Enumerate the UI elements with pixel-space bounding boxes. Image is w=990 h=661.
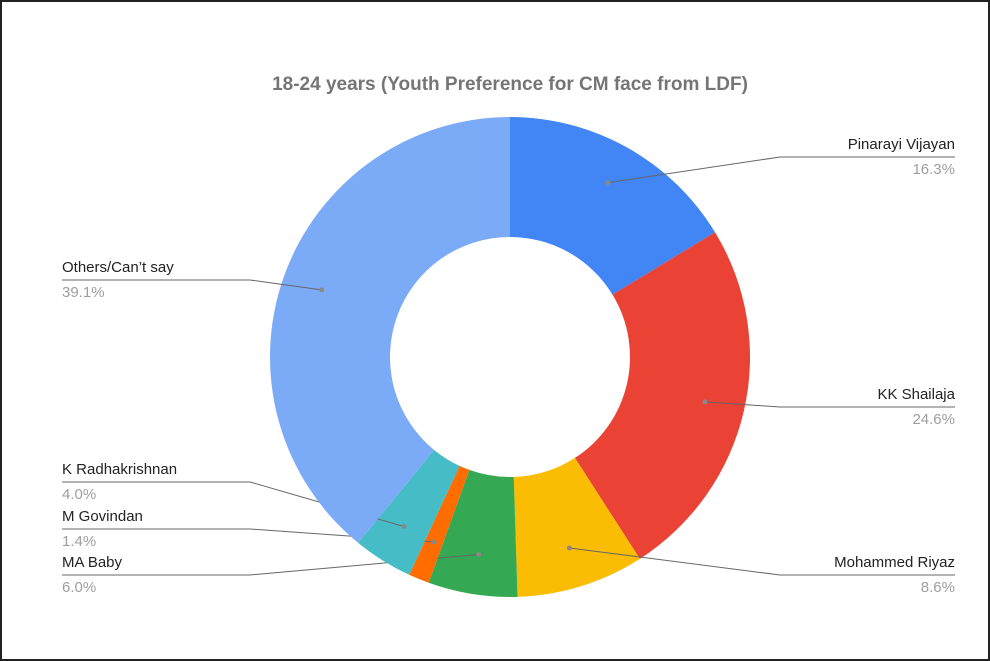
slice-value-label: 24.6%	[912, 411, 955, 428]
slice-label: M Govindan	[62, 508, 143, 525]
leader-line	[607, 156, 955, 184]
leader-dot	[431, 539, 437, 545]
slice-value-label: 4.0%	[62, 486, 96, 503]
slice-value-label: 39.1%	[62, 284, 105, 301]
leader-dot	[476, 552, 482, 558]
donut-slice	[270, 116, 510, 543]
slice-label: Pinarayi Vijayan	[848, 136, 955, 153]
slice-label: MA Baby	[62, 554, 123, 571]
slice-label: K Radhakrishnan	[62, 461, 177, 478]
leader-line	[704, 401, 955, 408]
donut-slice	[510, 117, 716, 295]
slice-value-label: 6.0%	[62, 579, 96, 596]
donut-slice	[428, 469, 518, 597]
donut-slice	[513, 457, 640, 597]
donut-slice	[574, 232, 751, 559]
leader-dot	[319, 287, 325, 293]
slice-value-label: 8.6%	[921, 579, 955, 596]
leader-dot	[566, 545, 572, 551]
slice-value-label: 16.3%	[912, 161, 955, 178]
leader-dot	[702, 399, 708, 405]
slice-label: Mohammed Riyaz	[834, 554, 955, 571]
leader-dot	[605, 180, 611, 186]
chart-title: 18-24 years (Youth Preference for CM fac…	[272, 74, 748, 95]
donut-slice	[409, 465, 470, 583]
slice-label: Others/Can’t say	[62, 259, 174, 276]
leader-line	[62, 279, 322, 291]
donut-slice	[358, 449, 460, 575]
leader-line	[569, 547, 955, 576]
slice-label: KK Shailaja	[877, 386, 955, 403]
leader-dot	[401, 524, 407, 530]
slice-value-label: 1.4%	[62, 533, 96, 550]
